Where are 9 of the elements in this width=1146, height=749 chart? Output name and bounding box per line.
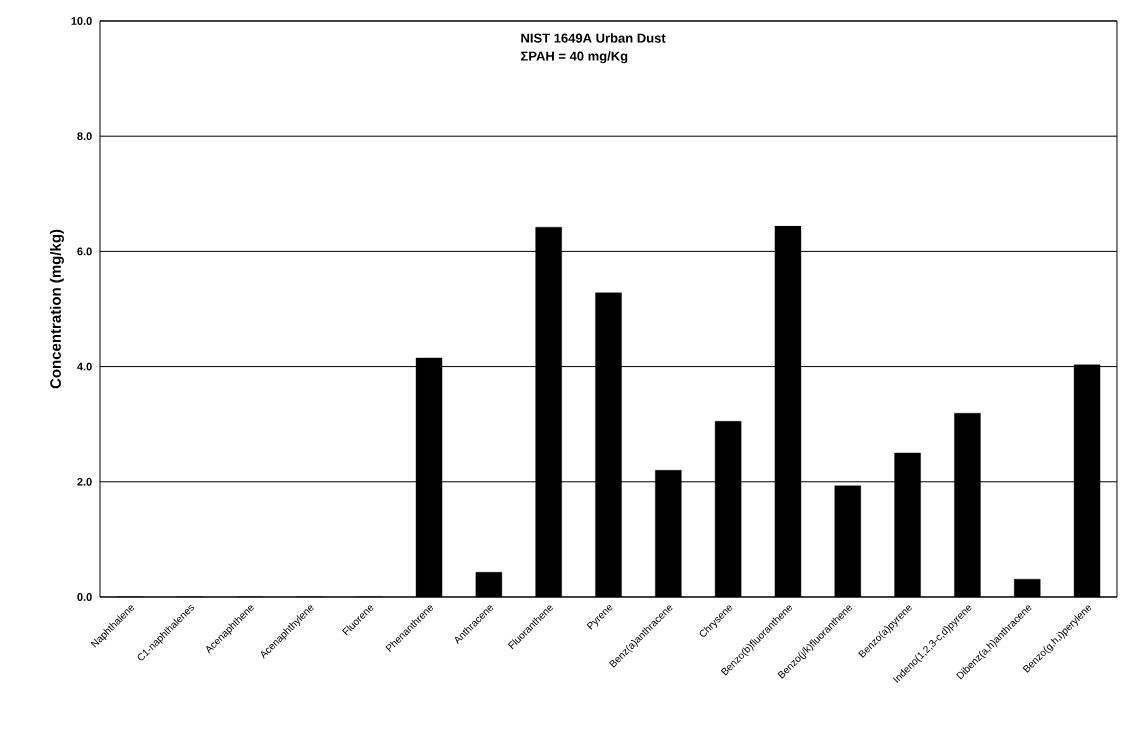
y-tick-label: 0.0	[77, 593, 92, 601]
y-tick-label: 10.0	[71, 17, 92, 25]
y-axis-title: Concentration (mg/kg)	[49, 229, 64, 389]
y-tick-label: 4.0	[77, 362, 92, 371]
y-tick-label: 8.0	[77, 132, 92, 141]
y-tick-label: 2.0	[77, 477, 92, 486]
y-tick-label: 6.0	[77, 247, 92, 256]
annotation: ΣPAH = 40 mg/Kg	[521, 51, 628, 64]
annotation: NIST 1649A Urban Dust	[521, 33, 666, 43]
